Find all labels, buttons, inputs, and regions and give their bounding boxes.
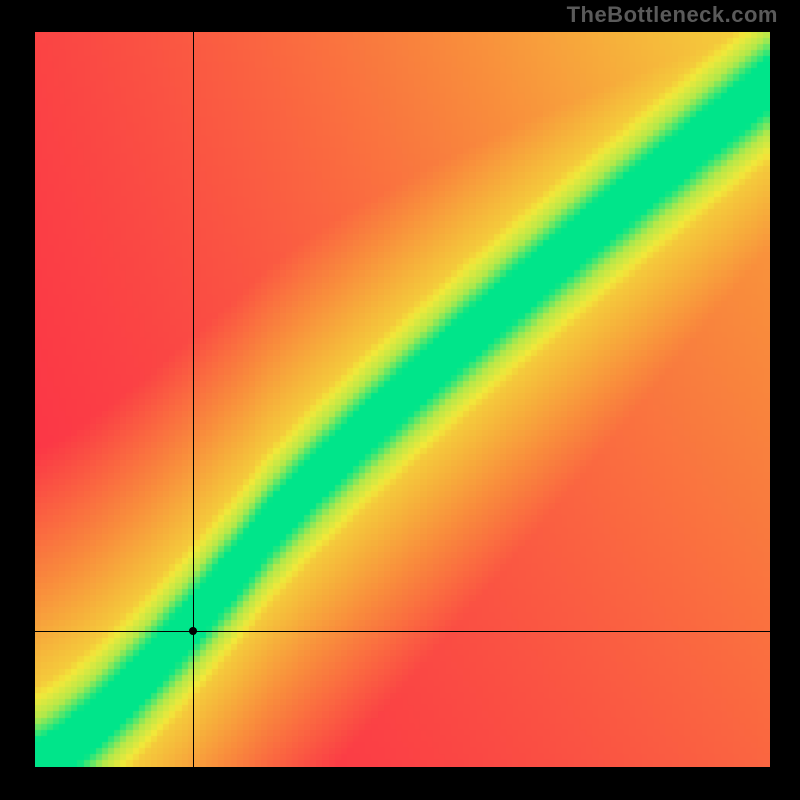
crosshair-horizontal (35, 631, 770, 632)
heatmap-canvas (35, 32, 770, 767)
plot-area (35, 32, 770, 767)
watermark-text: TheBottleneck.com (567, 2, 778, 28)
chart-frame: TheBottleneck.com (0, 0, 800, 800)
crosshair-vertical (193, 32, 194, 767)
crosshair-marker (189, 627, 197, 635)
